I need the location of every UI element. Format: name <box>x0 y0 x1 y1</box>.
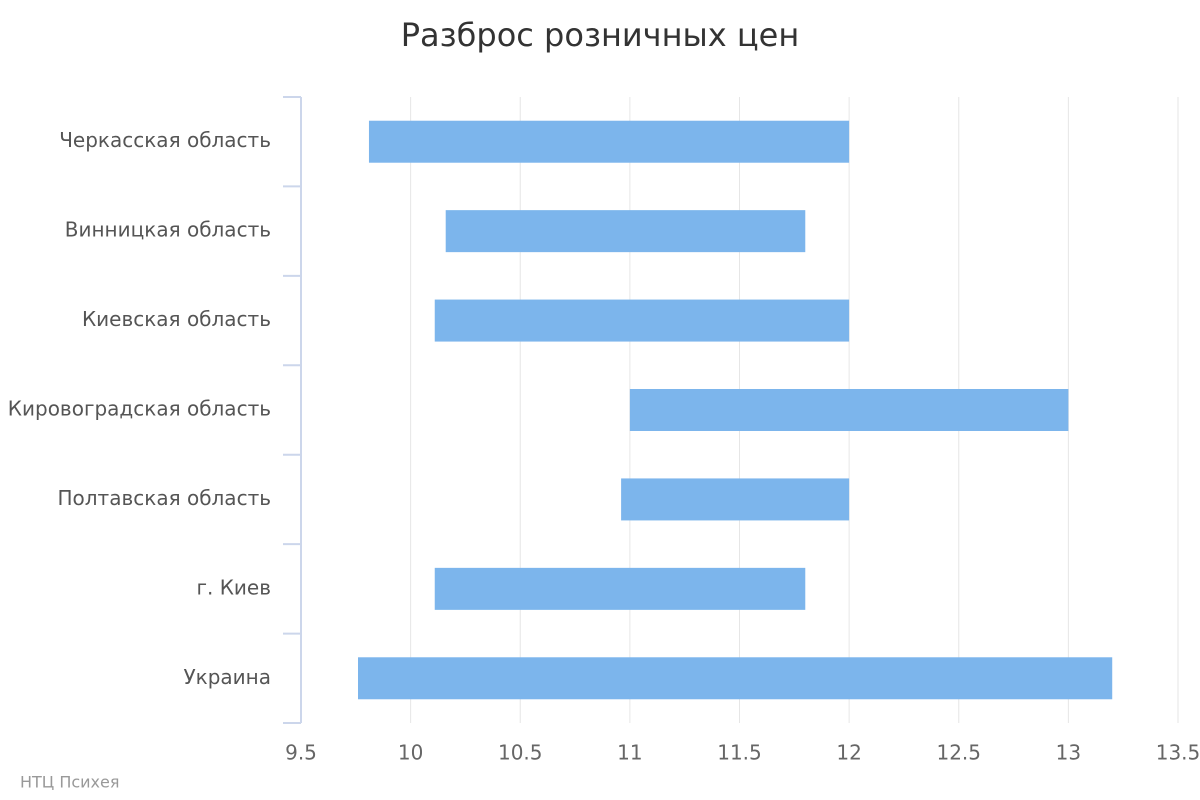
bar <box>368 120 850 163</box>
credit: НТЦ Психея <box>20 773 119 792</box>
y-tick-label: г. Киев <box>196 575 271 599</box>
y-tick-label: Украина <box>183 665 271 689</box>
x-tick-label: 9.5 <box>285 741 317 765</box>
bar <box>445 210 806 253</box>
x-tick-label: 11.5 <box>717 741 762 765</box>
x-tick-label: 12 <box>836 741 861 765</box>
bar <box>629 389 1069 431</box>
x-tick-label: 12.5 <box>936 741 981 765</box>
bar <box>621 478 850 521</box>
bar <box>358 657 1113 700</box>
bar <box>434 567 806 610</box>
x-tick-label: 13.5 <box>1156 741 1200 765</box>
x-tick-label: 11 <box>617 741 642 765</box>
bar <box>434 299 850 342</box>
x-tick-label: 10 <box>398 741 423 765</box>
y-tick-label: Винницкая область <box>65 218 271 242</box>
x-tick-label: 13 <box>1056 741 1081 765</box>
y-tick-label: Черкасская область <box>59 128 271 152</box>
x-tick-label: 10.5 <box>498 741 543 765</box>
y-tick-label: Кировоградская область <box>8 397 271 421</box>
y-tick-label: Полтавская область <box>57 486 271 510</box>
y-tick-label: Киевская область <box>82 307 271 331</box>
chart-title: Разброс розничных цен <box>401 16 800 54</box>
